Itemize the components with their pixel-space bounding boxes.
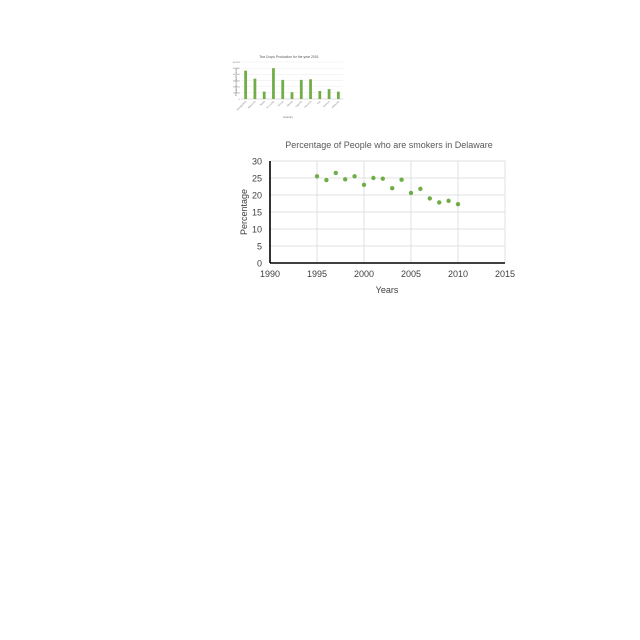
small-y-tick-label: 500000 [233, 68, 241, 70]
small-x-tick-label: Kenya [278, 100, 285, 107]
main-x-tick-label: 1995 [307, 269, 327, 279]
small-x-tick-label: Uganda [295, 100, 304, 109]
small-chart-y-axis-label: Production (metric tons) [234, 68, 238, 96]
main-chart-y-axis-label: Percentage [239, 189, 249, 235]
main-y-tick-label: 30 [252, 156, 262, 166]
main-data-point [314, 174, 320, 179]
small-chart-y-ticks: 0 100000 200000 300000 400000 500000 600000 [233, 62, 241, 101]
small-x-tick-label: Nepal [259, 100, 266, 107]
main-data-point [455, 201, 461, 207]
main-data-point [408, 190, 414, 196]
main-chart-x-ticks: 1990 1995 2000 2005 2010 2015 [260, 269, 515, 279]
main-y-tick-label: 25 [252, 173, 262, 183]
main-chart-points [314, 170, 461, 207]
main-data-point [446, 198, 451, 203]
small-bar [262, 91, 266, 99]
main-x-tick-label: 1990 [260, 269, 280, 279]
main-chart-title: Percentage of People who are smokers in … [285, 140, 493, 150]
main-data-point [437, 200, 442, 205]
main-y-tick-label: 15 [252, 207, 262, 217]
main-y-tick-label: 5 [257, 241, 262, 251]
main-x-tick-label: 2000 [354, 269, 374, 279]
small-bar [272, 68, 275, 99]
small-bar [299, 79, 303, 99]
small-y-tick-label: 300000 [233, 80, 241, 82]
main-data-point [343, 177, 348, 182]
small-bar [253, 78, 257, 99]
small-x-tick-label: Malawi [286, 100, 294, 108]
main-y-tick-label: 10 [252, 224, 262, 234]
small-y-tick-label: 100000 [233, 93, 241, 95]
main-x-tick-label: 2005 [401, 269, 421, 279]
main-data-point [352, 174, 357, 179]
main-data-point [380, 176, 385, 181]
main-x-tick-label: 2015 [495, 269, 515, 279]
small-chart-gridlines [241, 61, 343, 100]
small-bar [327, 89, 331, 99]
main-data-point [371, 175, 376, 181]
small-chart-x-axis-label: Country [283, 115, 293, 119]
main-y-tick-label: 0 [257, 258, 262, 268]
small-bar [318, 90, 322, 99]
main-x-tick-label: 2010 [448, 269, 468, 279]
main-data-point [324, 177, 329, 183]
small-bar [281, 79, 285, 99]
main-chart-axes [269, 161, 505, 264]
main-chart-y-ticks: 0 5 10 15 20 25 30 [252, 156, 262, 268]
main-data-point [333, 170, 338, 176]
small-bar [336, 91, 340, 99]
small-x-tick-label: Vietnam [323, 100, 331, 108]
small-bar [309, 79, 312, 99]
small-y-tick-label: 600000 [233, 62, 241, 64]
small-x-tick-label: Bangladesh [236, 100, 248, 112]
small-x-tick-label: Sri Lanka [266, 100, 276, 110]
small-y-tick-label: 200000 [233, 86, 241, 88]
small-x-tick-label: Tanzania [303, 100, 312, 109]
main-chart-gridlines [270, 160, 506, 263]
main-data-point [427, 196, 432, 201]
small-y-tick-label: 0 [239, 99, 241, 101]
main-y-tick-label: 20 [252, 190, 262, 200]
small-chart-title: Tea Crops Production for the year 2001 [259, 55, 318, 59]
small-bar [244, 70, 248, 99]
delaware-smokers-scatter-chart: Percentage of People who are smokers in … [239, 140, 515, 295]
main-data-point [361, 182, 367, 187]
small-bar [290, 92, 294, 99]
small-x-tick-label: Iran [316, 100, 322, 106]
main-data-point [399, 177, 404, 182]
main-chart-x-axis-label: Years [376, 285, 399, 295]
small-chart-x-ticks: Bangladesh Myanmar Nepal Sri Lanka Kenya Mala… [236, 100, 340, 112]
main-data-point [418, 186, 423, 192]
main-data-point [390, 186, 395, 191]
small-chart-bars [244, 68, 340, 99]
tea-production-bar-chart: Tea Crops Production for the year 2001 0… [233, 55, 343, 119]
small-x-tick-label: Myanmar [247, 100, 256, 109]
small-y-tick-label: 400000 [233, 74, 241, 76]
small-x-tick-label: Malaysia [331, 100, 340, 109]
